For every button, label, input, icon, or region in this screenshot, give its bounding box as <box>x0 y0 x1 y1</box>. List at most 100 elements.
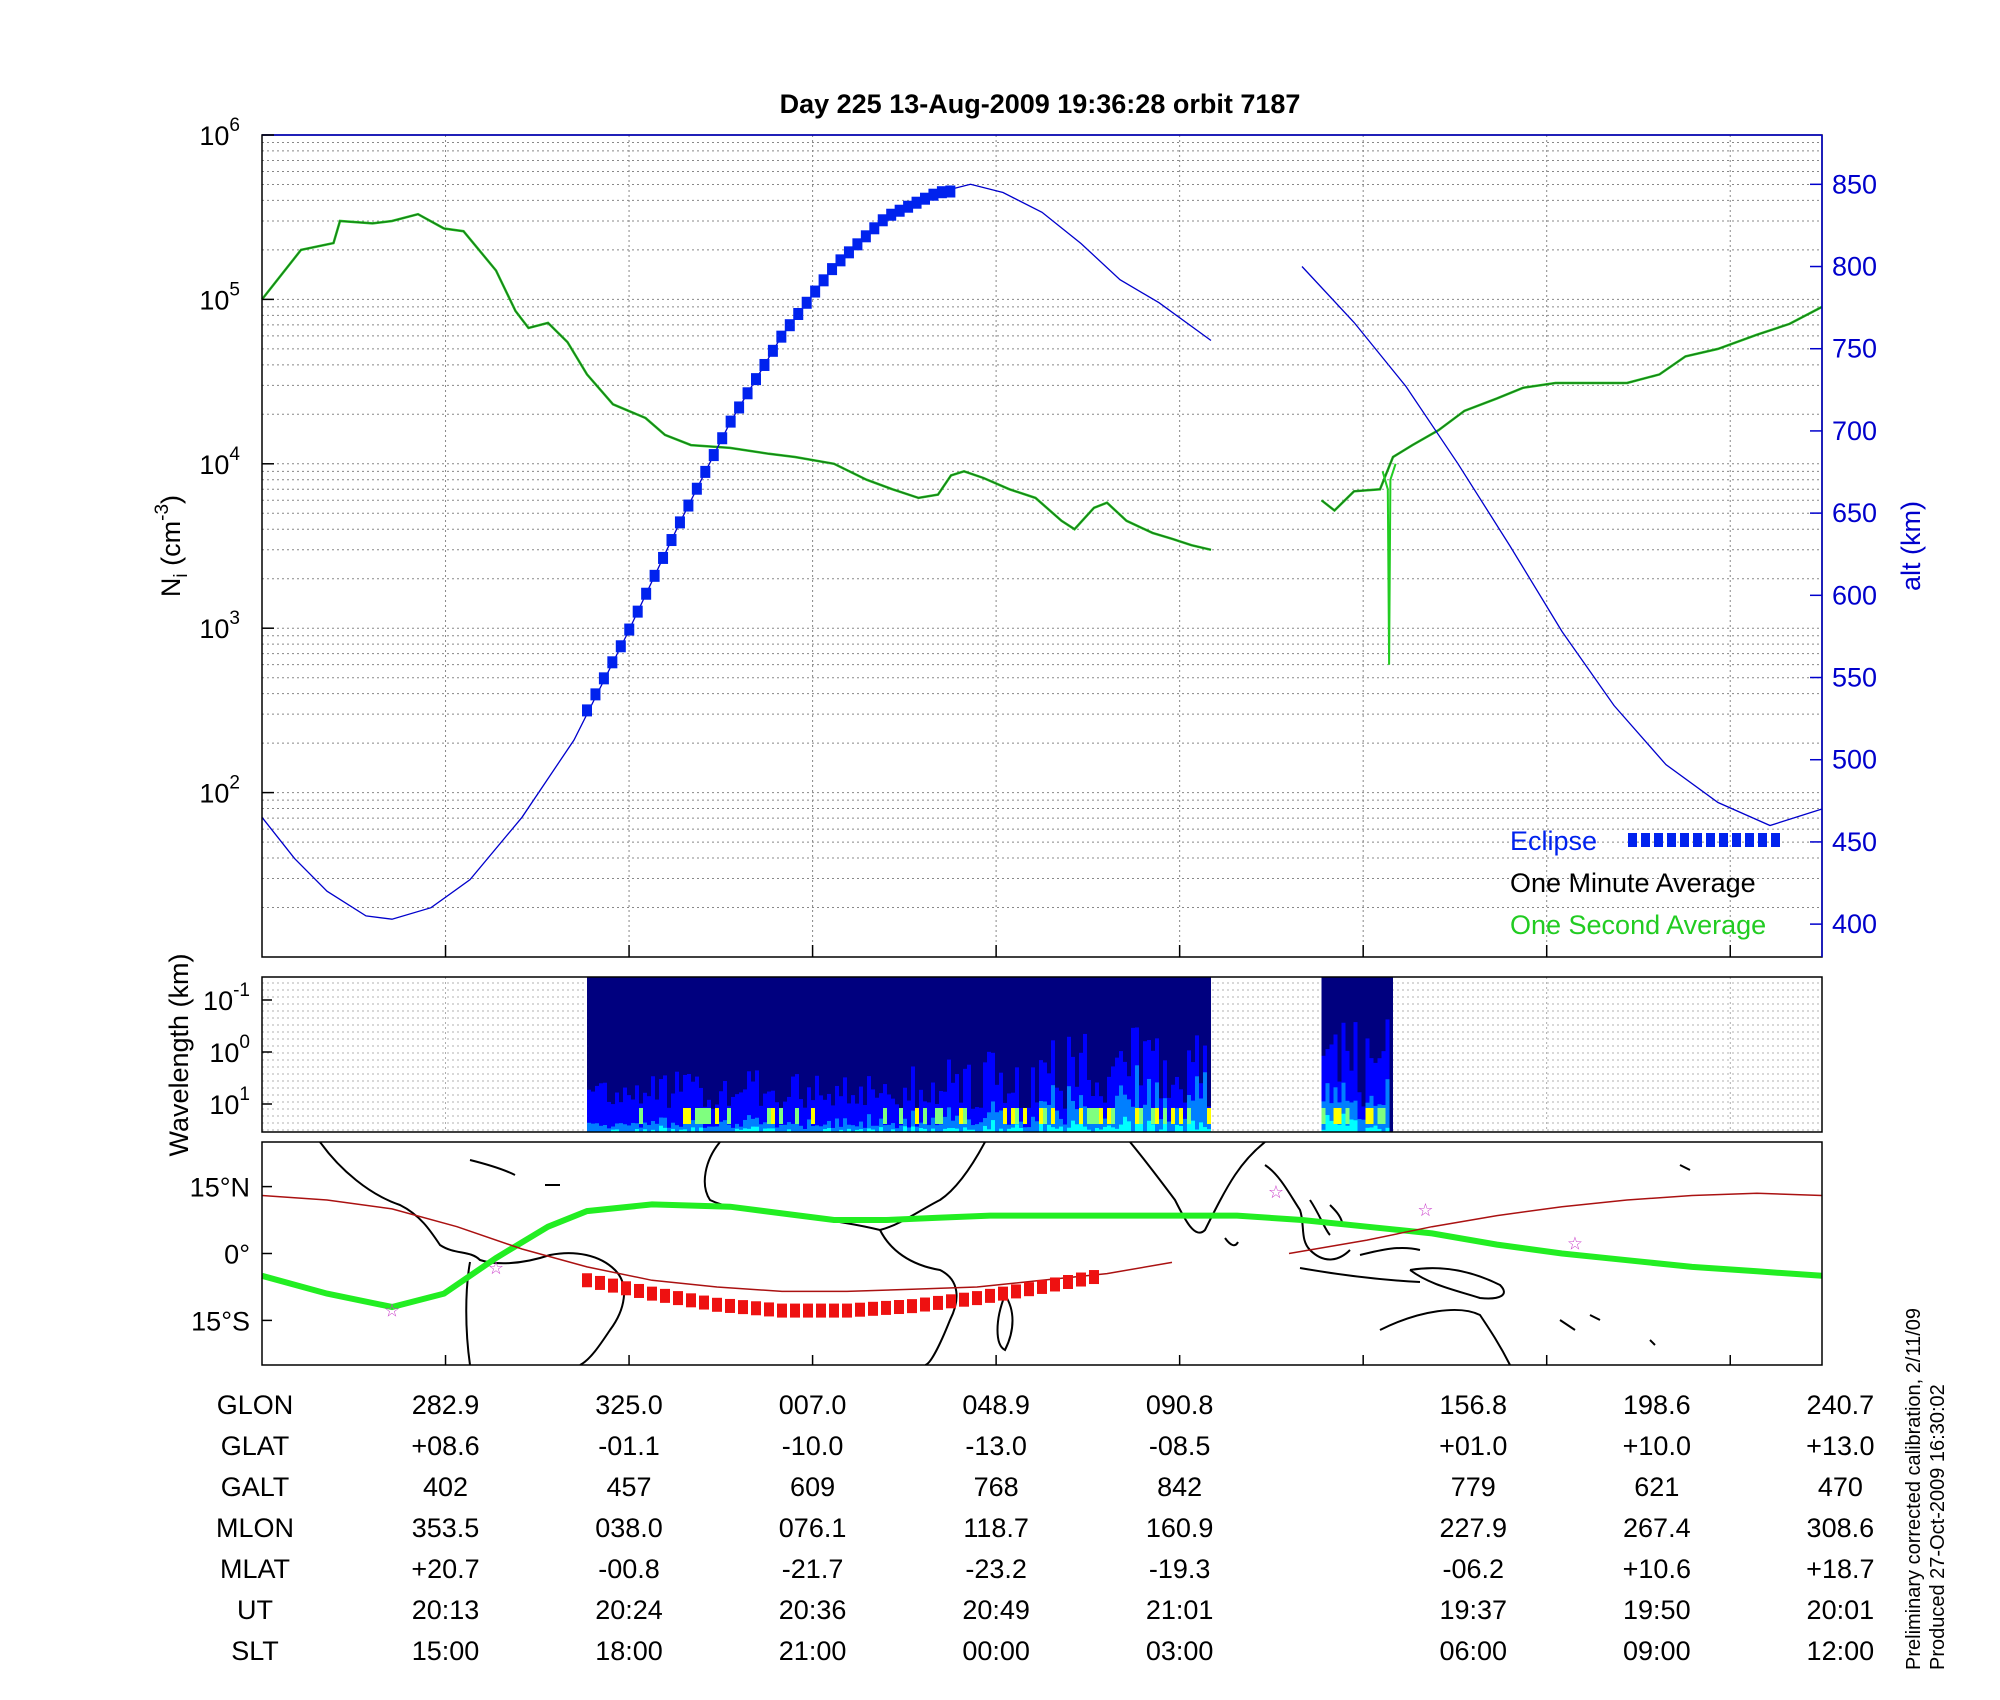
spectrogram-column <box>927 1102 931 1132</box>
spectrogram-column <box>819 1095 823 1132</box>
spectrogram-column <box>703 1127 707 1132</box>
spectrogram-column <box>943 1116 947 1132</box>
spectrogram-column <box>1159 1129 1163 1132</box>
one-second-average-line <box>1320 305 1823 513</box>
spectrogram-column <box>1067 1127 1071 1132</box>
spectrogram-column <box>1373 1062 1378 1132</box>
spectrogram-column <box>655 1123 659 1132</box>
spectrogram-column <box>1175 1076 1179 1132</box>
spectrogram-column <box>747 1128 751 1132</box>
table-cell: 19:50 <box>1623 1595 1691 1625</box>
star-marker: ☆ <box>1268 1182 1284 1203</box>
map-eclipse-marker <box>985 1288 995 1303</box>
table-cell: -13.0 <box>965 1431 1027 1461</box>
map-eclipse-marker <box>673 1291 683 1306</box>
spectrogram-column <box>839 1096 843 1132</box>
table-row-label: SLT <box>231 1636 279 1666</box>
table-cell: +20.7 <box>411 1554 480 1584</box>
map-eclipse-marker <box>595 1275 605 1290</box>
spectrogram-column <box>951 1128 955 1132</box>
spectrogram-column <box>699 1108 703 1124</box>
spectrogram-column <box>1163 1120 1167 1132</box>
spectrogram-column <box>587 1122 591 1132</box>
spectrogram-column <box>955 1074 959 1132</box>
map-eclipse-marker <box>894 1300 904 1315</box>
legend-eclipse-marker <box>1680 833 1689 847</box>
spectrogram-column <box>1027 1127 1031 1132</box>
spectrogram-column <box>1095 1082 1099 1132</box>
spectrogram-column <box>923 1108 927 1124</box>
spectrogram-column <box>639 1127 643 1132</box>
spectrogram-column <box>1111 1127 1115 1132</box>
spectrogram-column <box>727 1108 731 1124</box>
spectrogram-column <box>1019 1121 1023 1132</box>
spectrogram-column <box>1179 1125 1183 1132</box>
eclipse-marker <box>776 330 787 343</box>
spectrogram-column <box>679 1091 683 1132</box>
alt-tick-label: 700 <box>1832 416 1877 446</box>
one-minute-average-line <box>1321 306 1823 512</box>
table-cell: 20:24 <box>595 1595 663 1625</box>
spectrogram-column <box>999 1110 1003 1132</box>
spectrogram-column <box>595 1123 599 1132</box>
table-cell: 20:36 <box>778 1595 847 1625</box>
eclipse-marker <box>641 587 652 600</box>
eclipse-marker <box>632 605 643 618</box>
table-cell: 779 <box>1450 1472 1496 1502</box>
spectrogram-column <box>675 1071 679 1132</box>
spectrogram-column <box>1369 1108 1374 1124</box>
table-cell: 090.8 <box>1145 1390 1214 1420</box>
density-y-ticks: 102 103 104 105 106 <box>199 115 274 809</box>
spectrogram-column <box>823 1099 827 1132</box>
spectrogram-column <box>1365 1127 1370 1132</box>
eclipse-marker <box>877 214 888 227</box>
y-tick-label: 15°N <box>190 1173 250 1203</box>
spectrogram-column <box>1333 1120 1338 1132</box>
table-cell: +01.0 <box>1439 1431 1508 1461</box>
spectrogram-column <box>963 1127 967 1132</box>
spectrogram-column <box>1377 1058 1382 1132</box>
spectrogram-column <box>863 1127 867 1132</box>
table-cell: 267.4 <box>1623 1513 1691 1543</box>
spectrogram-column <box>1083 1033 1087 1132</box>
spectrogram-column <box>1099 1108 1103 1124</box>
eclipse-marker <box>886 208 897 221</box>
map-eclipse-marker <box>608 1278 618 1293</box>
table-cell: 20:13 <box>411 1595 480 1625</box>
spectrogram-column <box>1115 1128 1119 1132</box>
spectrogram-column <box>1191 1100 1195 1132</box>
table-cell: 21:01 <box>1145 1595 1214 1625</box>
alt-tick-label: 400 <box>1832 909 1877 939</box>
spectrogram-column <box>935 1108 939 1124</box>
spectrogram-column <box>967 1119 971 1132</box>
spectrogram-column <box>1199 1122 1203 1132</box>
spectrogram-column <box>1107 1076 1111 1132</box>
spectrogram-column <box>823 1124 827 1132</box>
table-cell: 325.0 <box>595 1390 663 1420</box>
spectrogram-column <box>795 1108 799 1124</box>
spectrogram-column <box>991 1120 995 1132</box>
table-cell: +13.0 <box>1806 1431 1875 1461</box>
spectrogram-column <box>891 1129 895 1132</box>
spectrogram-column <box>599 1125 603 1132</box>
alt-tick-label: 500 <box>1832 745 1877 775</box>
spectrogram-column <box>651 1121 655 1132</box>
spectrogram-column <box>839 1129 843 1132</box>
spectrogram-column <box>1035 1121 1039 1132</box>
spectrogram-column <box>647 1125 651 1132</box>
spectrogram-column <box>735 1094 739 1132</box>
spectrogram-column <box>851 1125 855 1132</box>
spectrogram-column <box>683 1119 687 1132</box>
table-row-label: GALT <box>220 1472 290 1502</box>
legend-eclipse-marker <box>1706 833 1715 847</box>
spectrogram-column <box>1051 1108 1055 1124</box>
spectrogram-column <box>1345 1108 1350 1124</box>
spectrogram-column <box>983 1062 987 1132</box>
spectrogram-column <box>979 1122 983 1132</box>
map-eclipse-marker <box>920 1297 930 1312</box>
spectrogram-column <box>1115 1057 1119 1132</box>
spectrogram-column <box>1067 1036 1071 1132</box>
table-cell: 076.1 <box>778 1513 847 1543</box>
coastline-caribbean <box>469 1159 560 1186</box>
spectrogram-column <box>1019 1107 1023 1132</box>
